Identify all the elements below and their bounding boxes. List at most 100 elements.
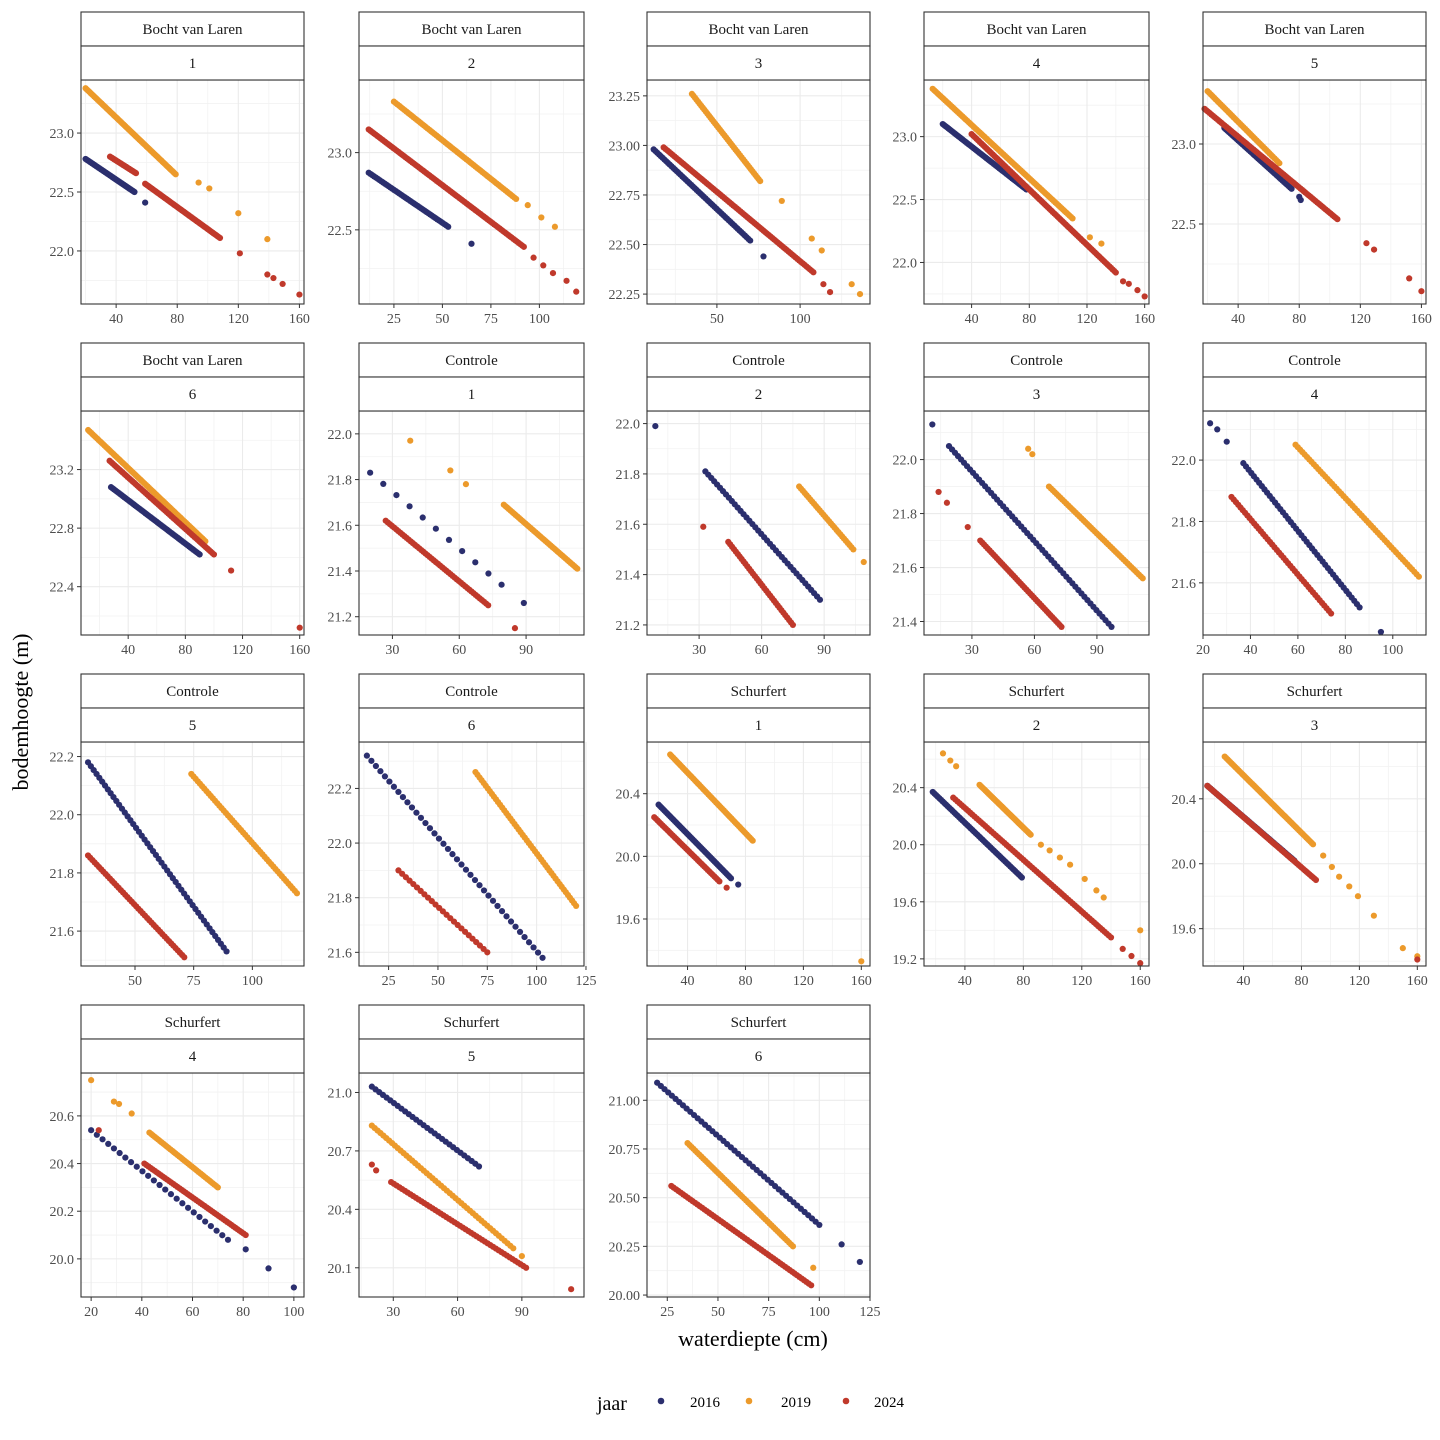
- data-point: [1406, 275, 1413, 282]
- y-tick-label: 20.50: [609, 1192, 641, 1207]
- data-point: [1141, 293, 1148, 300]
- y-tick-label: 22.0: [893, 454, 918, 469]
- x-tick-label: 30: [692, 643, 706, 658]
- data-point: [953, 763, 960, 770]
- data-point: [172, 171, 179, 178]
- data-point: [1346, 883, 1353, 890]
- strip-transect-box: [358, 1038, 585, 1074]
- y-tick-label: 20.1: [328, 1262, 353, 1277]
- series-2016: [655, 801, 742, 888]
- series-2024: [395, 867, 491, 956]
- y-tick-label: 23.0: [328, 147, 353, 162]
- strip-group: Bocht van Laren: [923, 11, 1150, 47]
- strip-group: Controle: [1202, 342, 1427, 378]
- series-2016: [929, 421, 1115, 631]
- strip-group-label: Schurfert: [1009, 684, 1066, 700]
- x-tick-label: 90: [817, 643, 831, 658]
- data-point: [1081, 875, 1088, 883]
- data-point: [386, 778, 393, 785]
- y-tick-label: 21.8: [328, 892, 353, 907]
- panel-bocht-van-laren-1: 40 80 120 160 22.0 22.5 23.0 Bocht van Laren 1: [50, 11, 310, 327]
- strip-group-label: Schurfert: [165, 1015, 222, 1031]
- data-point: [964, 523, 971, 531]
- y-tick-label: 21.8: [616, 468, 641, 483]
- data-point: [1098, 240, 1105, 247]
- strip-transect: 6: [80, 376, 305, 412]
- data-point: [1297, 196, 1304, 204]
- strip-transect-label: 3: [755, 56, 763, 72]
- data-point: [1056, 854, 1063, 861]
- data-point: [1354, 893, 1362, 900]
- strip-transect-box: [646, 707, 871, 743]
- x-tick-label: 50: [711, 1305, 725, 1320]
- x-tick-label: 90: [519, 643, 533, 658]
- strip-group-label: Bocht van Laren: [143, 22, 243, 38]
- data-point: [489, 897, 497, 904]
- panel-background: [924, 742, 1149, 966]
- gridlines: [1203, 80, 1426, 304]
- panel-background: [647, 742, 870, 966]
- data-point: [426, 825, 434, 832]
- x-tick-label: 30: [386, 1305, 400, 1320]
- data-point: [296, 291, 303, 298]
- y-tick-label: 22.50: [609, 239, 641, 254]
- legend: jaar 2016 2019 2024: [596, 1393, 905, 1415]
- strip-transect: 1: [646, 707, 871, 743]
- strip-group-label: Bocht van Laren: [987, 22, 1087, 38]
- y-tick-label: 21.00: [609, 1094, 641, 1109]
- strip-group-box: [923, 673, 1150, 709]
- y-tick-label: 21.0: [328, 1086, 353, 1101]
- data-point: [453, 856, 461, 863]
- x-tick-label: 80: [236, 1305, 250, 1320]
- data-point: [264, 271, 271, 278]
- data-point: [716, 878, 723, 885]
- data-point: [445, 536, 453, 544]
- data-point: [498, 581, 505, 588]
- strip-group-label: Schurfert: [731, 684, 788, 700]
- data-point: [757, 178, 764, 185]
- series-2024: [1201, 105, 1425, 295]
- panel-background: [359, 742, 584, 966]
- y-tick-label: 23.00: [609, 139, 641, 154]
- data-point: [122, 1154, 129, 1161]
- data-point: [1029, 451, 1036, 458]
- data-point: [419, 514, 426, 521]
- data-point: [110, 1098, 118, 1105]
- strip-group: Controle: [358, 342, 585, 378]
- data-point: [1108, 623, 1115, 631]
- strip-group: Bocht van Laren: [80, 11, 305, 47]
- data-point: [735, 881, 742, 888]
- data-point: [947, 757, 954, 764]
- data-point: [95, 1127, 102, 1134]
- y-tick-label: 20.0: [616, 850, 641, 865]
- y-tick-label: 21.6: [328, 946, 353, 961]
- y-tick-label: 22.25: [609, 288, 641, 303]
- data-point: [816, 1221, 823, 1229]
- data-point: [1139, 575, 1146, 582]
- strip-transect: 6: [358, 707, 585, 743]
- strip-transect-box: [80, 45, 305, 81]
- y-tick-label: 20.00: [609, 1289, 641, 1304]
- series-2016: [363, 752, 546, 961]
- data-point: [511, 625, 519, 632]
- data-point: [128, 1110, 135, 1117]
- data-point: [293, 890, 301, 897]
- strip-transect-box: [923, 707, 1150, 743]
- strip-group-label: Controle: [445, 353, 498, 369]
- series-2019: [82, 85, 271, 243]
- data-point: [1086, 234, 1093, 241]
- data-point: [778, 197, 785, 205]
- data-point: [1112, 269, 1119, 276]
- strip-group-box: [1202, 673, 1427, 709]
- strip-group: Schurfert: [923, 673, 1150, 709]
- data-point: [290, 1284, 297, 1291]
- y-tick-label: 23.0: [1172, 138, 1197, 153]
- data-point: [1336, 873, 1343, 880]
- strip-group-box: [646, 342, 871, 378]
- data-point: [838, 1241, 845, 1248]
- y-tick-label: 21.8: [328, 474, 353, 489]
- data-point: [856, 1258, 863, 1266]
- series-2024: [668, 1182, 815, 1289]
- strip-group: Bocht van Laren: [646, 11, 871, 47]
- data-point: [1320, 852, 1327, 859]
